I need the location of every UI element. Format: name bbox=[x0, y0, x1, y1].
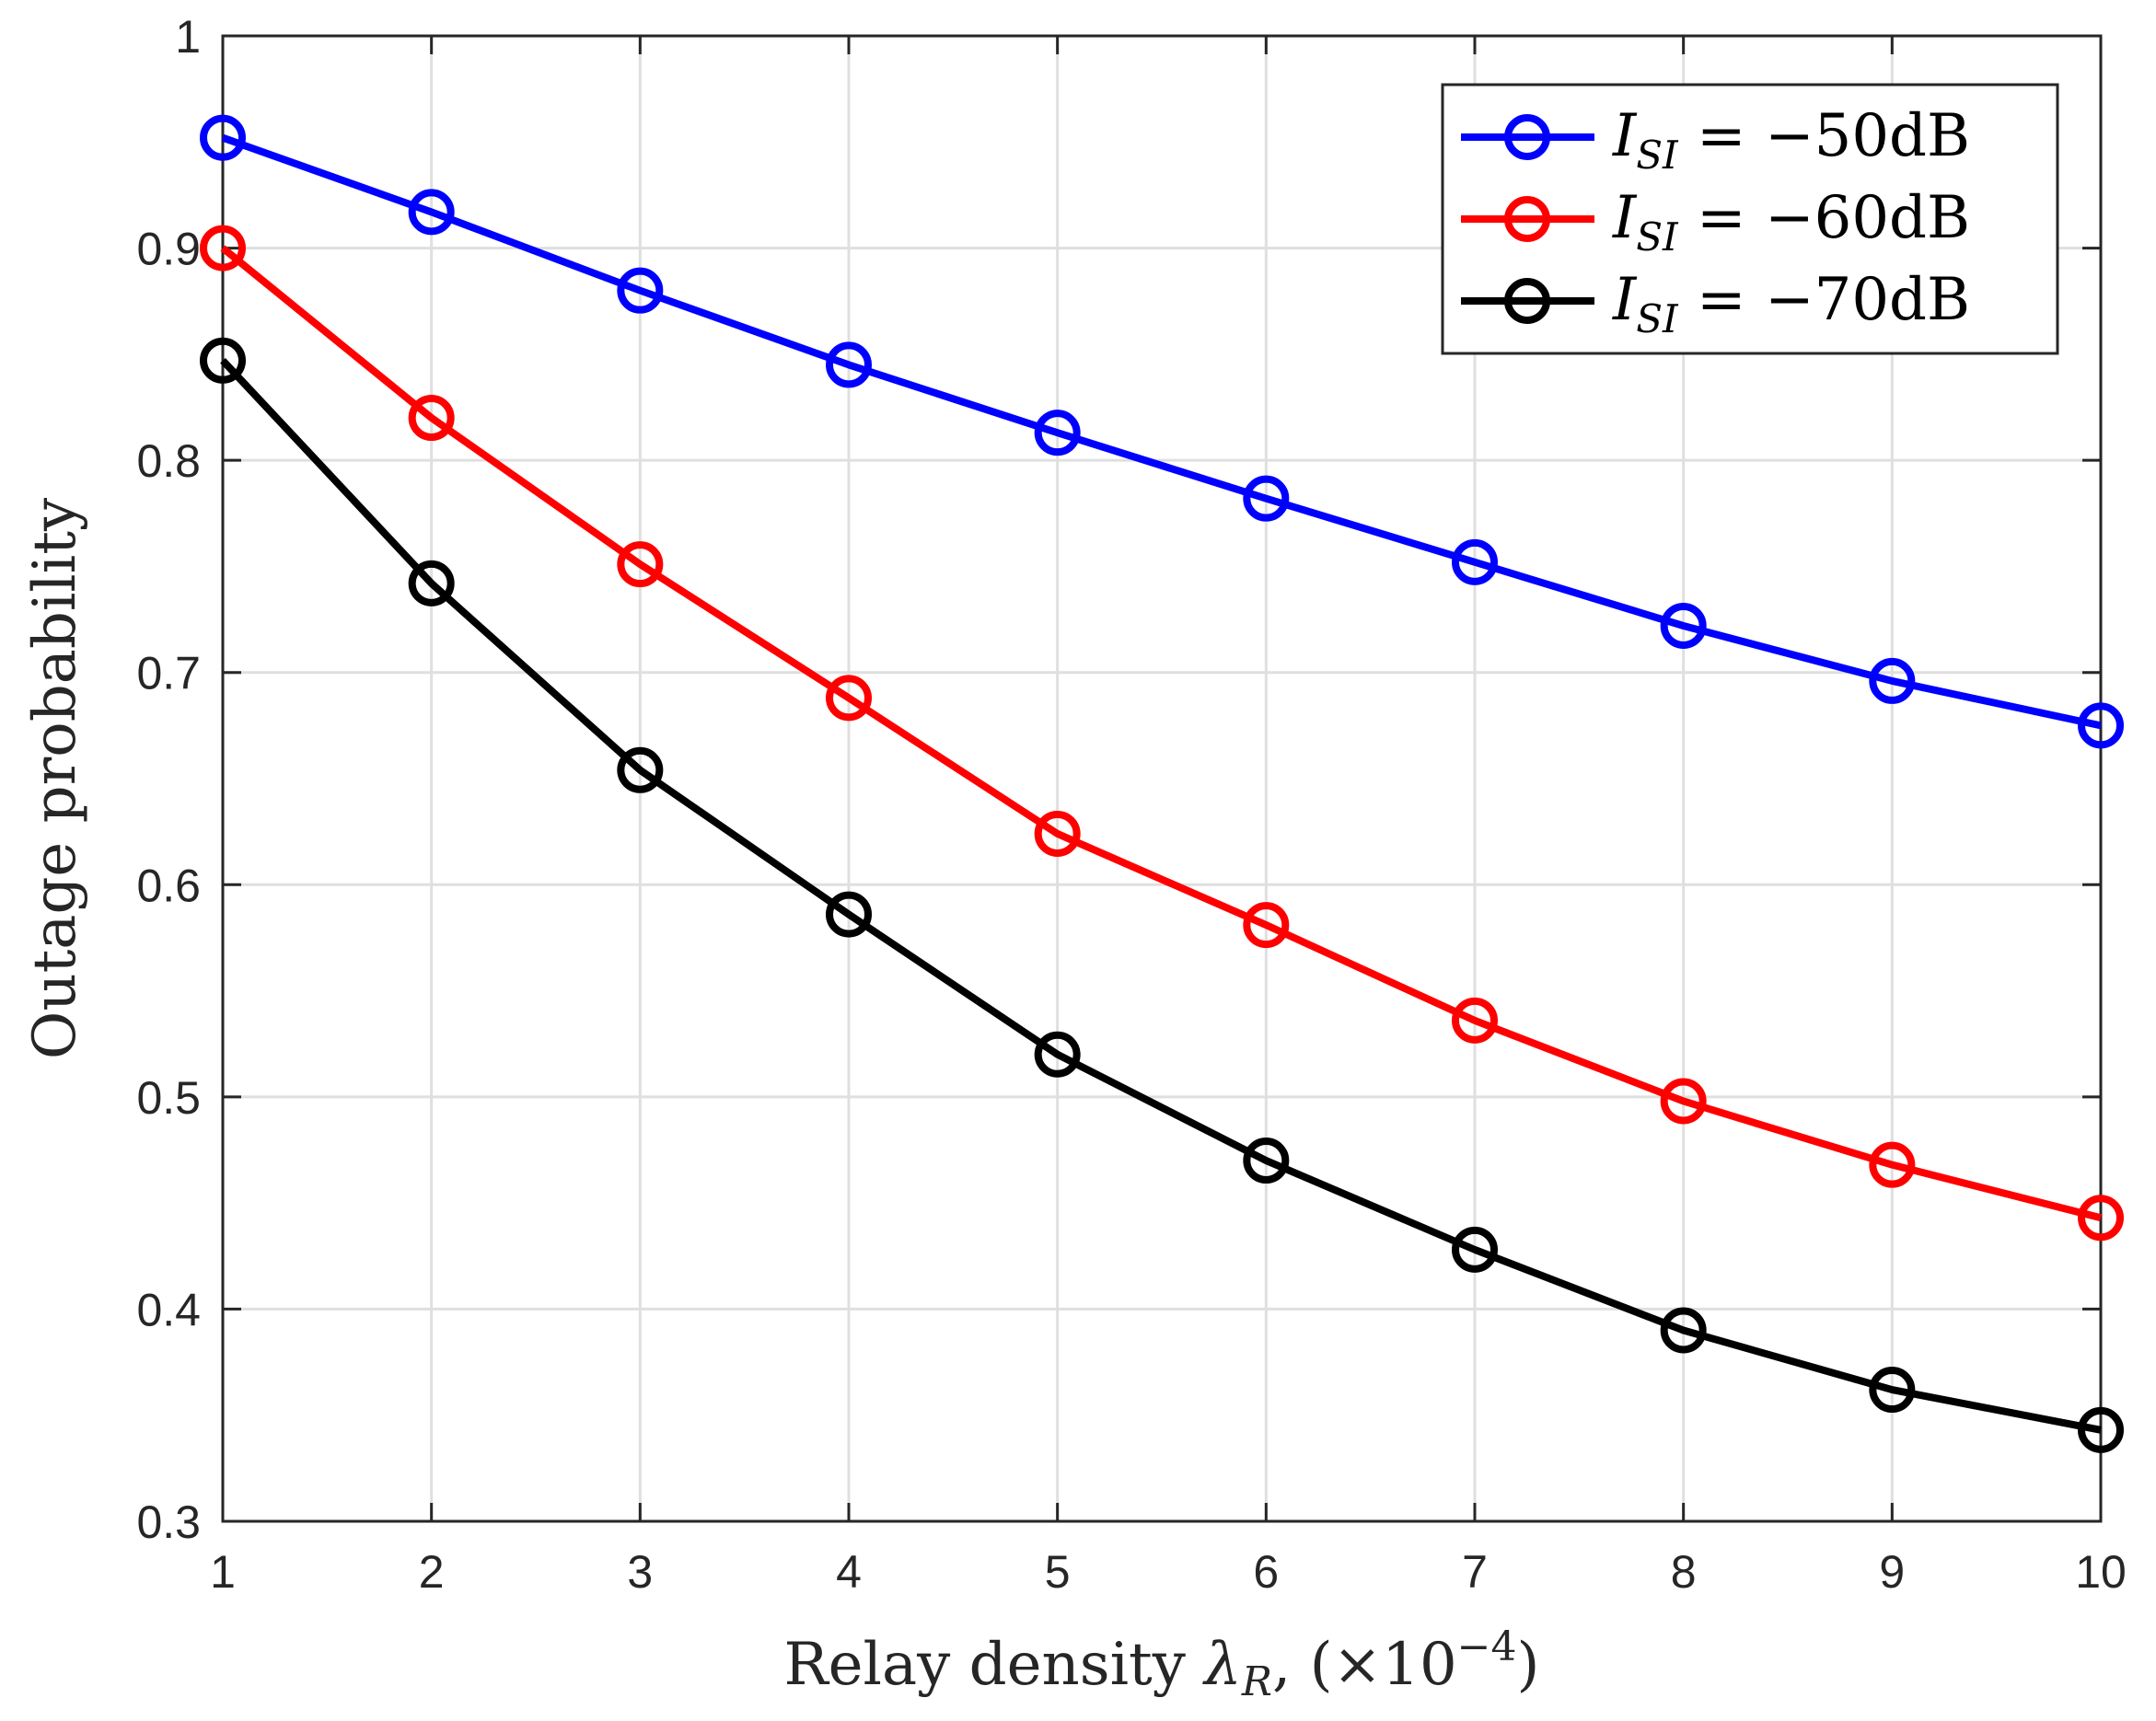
x-tick-label: 5 bbox=[1045, 1546, 1071, 1598]
data-point bbox=[2078, 1406, 2124, 1453]
legend-label-subscript: SI bbox=[1636, 296, 1679, 341]
data-point bbox=[1869, 657, 1916, 704]
plot-area-border bbox=[221, 34, 2103, 1523]
data-point bbox=[408, 189, 455, 236]
data-point bbox=[1034, 1031, 1081, 1078]
legend-entry-2: ISI = −60dB bbox=[1461, 184, 1970, 260]
data-point bbox=[2078, 702, 2124, 749]
series-layer bbox=[200, 114, 2124, 1453]
y-tick-label: 0.9 bbox=[136, 224, 201, 275]
data-point bbox=[1869, 1367, 1916, 1414]
y-tick-label: 0.6 bbox=[136, 860, 201, 911]
x-tick-label: 4 bbox=[836, 1546, 862, 1598]
legend-label-symbol: I bbox=[1612, 266, 1638, 334]
series-line bbox=[220, 358, 2102, 1434]
x-tick-label: 7 bbox=[1462, 1546, 1488, 1598]
data-point bbox=[1452, 538, 1498, 585]
legend-label-value: = −70dB bbox=[1678, 266, 1970, 334]
legend-label-value: = −50dB bbox=[1678, 102, 1970, 170]
legend-label-value: = −60dB bbox=[1678, 184, 1970, 252]
data-point bbox=[1452, 1226, 1498, 1273]
x-tick-label: 1 bbox=[210, 1546, 236, 1598]
data-point bbox=[826, 675, 872, 722]
x-axis-title: Relay density λR, (×10−4) bbox=[783, 1623, 1539, 1705]
series-line bbox=[221, 133, 2102, 730]
tick-labels: 1 2 3 4 5 6 7 8 9 10 0.3 0.4 0.5 0.6 0.7 0.8 0.9 1 bbox=[136, 11, 2126, 1598]
series-2 bbox=[200, 225, 2124, 1242]
y-tick-label: 0.3 bbox=[136, 1496, 201, 1548]
legend-label: ISI = −70dB bbox=[1612, 266, 1970, 341]
y-tick-label: 0.5 bbox=[136, 1072, 201, 1124]
data-point bbox=[1452, 997, 1498, 1044]
data-point bbox=[1660, 1307, 1707, 1354]
data-point bbox=[408, 395, 455, 442]
legend-label-symbol: I bbox=[1612, 102, 1638, 170]
legend-marker bbox=[1504, 278, 1550, 324]
x-tick-label: 10 bbox=[2075, 1546, 2127, 1598]
series-3 bbox=[200, 337, 2124, 1453]
legend-label: ISI = −60dB bbox=[1612, 184, 1970, 260]
axis-ticks bbox=[221, 34, 2103, 1523]
legend-marker bbox=[1504, 114, 1550, 160]
data-point bbox=[408, 560, 455, 606]
x-axis-title-suffix: , (×10 bbox=[1272, 1631, 1457, 1699]
x-axis-title-exponent: −4 bbox=[1457, 1623, 1517, 1670]
legend-label-subscript: SI bbox=[1636, 133, 1679, 178]
x-axis-title-symbol: λ bbox=[1201, 1631, 1242, 1699]
y-tick-label: 1 bbox=[175, 11, 201, 63]
series-line bbox=[220, 245, 2102, 1222]
y-tick-label: 0.7 bbox=[136, 648, 201, 699]
data-point bbox=[1243, 902, 1290, 949]
data-point bbox=[1243, 1138, 1290, 1184]
series-1 bbox=[200, 114, 2124, 749]
data-point bbox=[617, 267, 664, 314]
data-point bbox=[1243, 475, 1290, 522]
legend-label-subscript: SI bbox=[1636, 214, 1679, 260]
legend-marker bbox=[1504, 196, 1550, 242]
x-axis-title-subscript: R bbox=[1241, 1658, 1272, 1705]
legend-label: ISI = −50dB bbox=[1612, 102, 1970, 178]
y-tick-label: 0.8 bbox=[136, 435, 201, 487]
y-axis-title: Outage probability bbox=[21, 498, 89, 1059]
x-tick-label: 9 bbox=[1879, 1546, 1905, 1598]
data-point bbox=[2078, 1195, 2124, 1242]
legend-entry-3: ISI = −70dB bbox=[1461, 266, 1970, 341]
x-tick-label: 6 bbox=[1253, 1546, 1279, 1598]
data-point bbox=[617, 541, 664, 588]
data-point bbox=[1869, 1141, 1916, 1188]
data-point bbox=[1034, 810, 1081, 857]
data-point bbox=[200, 114, 246, 161]
data-point bbox=[826, 341, 872, 388]
y-tick-label: 0.4 bbox=[136, 1284, 201, 1335]
data-point bbox=[1660, 1078, 1707, 1125]
x-tick-label: 3 bbox=[627, 1546, 653, 1598]
data-point bbox=[1034, 410, 1081, 456]
data-point bbox=[617, 746, 664, 793]
legend-entry-1: ISI = −50dB bbox=[1461, 102, 1970, 178]
data-point bbox=[1660, 602, 1707, 649]
data-point bbox=[826, 891, 872, 938]
x-tick-label: 8 bbox=[1671, 1546, 1697, 1598]
x-tick-label: 2 bbox=[419, 1546, 445, 1598]
legend-label-symbol: I bbox=[1612, 184, 1638, 252]
data-point bbox=[200, 225, 246, 271]
data-point bbox=[200, 337, 246, 384]
x-axis-title-prefix: Relay density bbox=[783, 1631, 1204, 1699]
x-axis-title-close: ) bbox=[1517, 1631, 1540, 1699]
